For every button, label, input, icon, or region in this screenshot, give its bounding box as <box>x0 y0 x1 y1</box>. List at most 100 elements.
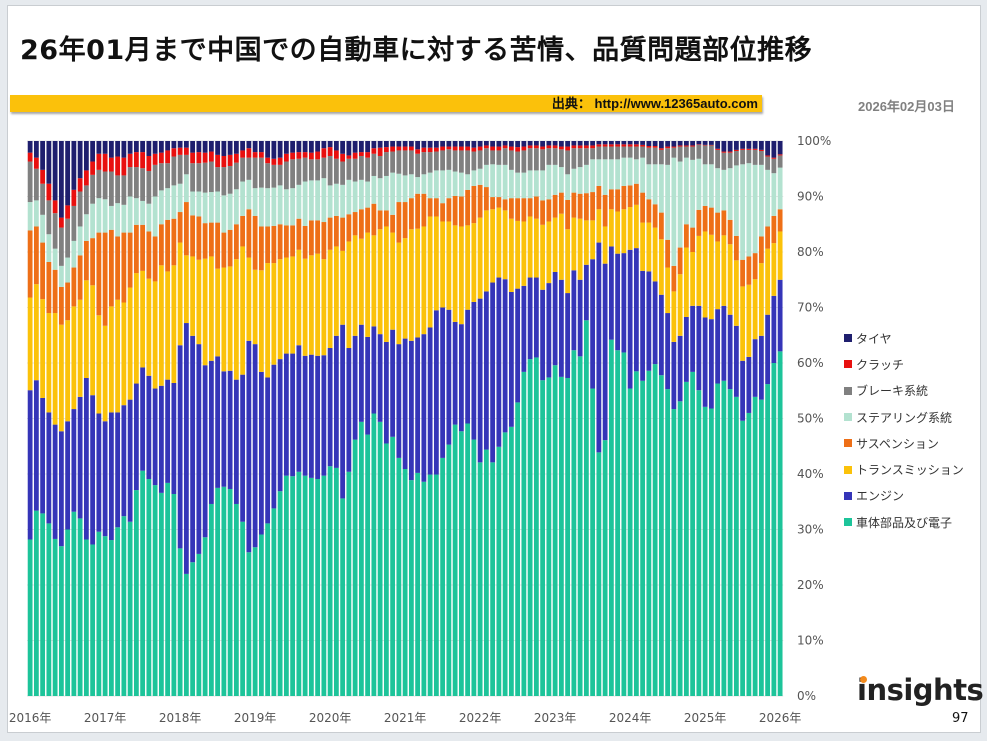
bar-segment <box>140 168 146 201</box>
bar-segment <box>421 481 427 696</box>
bar-segment <box>346 471 352 696</box>
bar-segment <box>521 141 527 147</box>
bar-segment <box>427 147 433 153</box>
bar-segment <box>727 219 733 245</box>
bar-segment <box>546 221 552 284</box>
bar-segment <box>471 147 477 152</box>
bar-segment <box>133 273 139 384</box>
bar-segment <box>408 141 414 147</box>
bar-segment <box>765 156 771 170</box>
bar-segment <box>321 157 327 179</box>
bar-segment <box>65 257 71 283</box>
bar-segment <box>252 215 258 270</box>
bar-segment <box>240 215 246 247</box>
bar-segment <box>421 147 427 153</box>
bar-segment <box>358 141 364 153</box>
bar-segment <box>340 324 346 499</box>
bar-segment <box>427 474 433 696</box>
bar-segment <box>465 150 471 175</box>
bar-segment <box>265 163 271 189</box>
bar-segment <box>190 562 196 696</box>
bar-segment <box>515 172 521 199</box>
bar-segment <box>327 147 333 156</box>
bar-segment <box>190 215 196 257</box>
bar-segment <box>365 152 371 158</box>
bar-segment <box>321 141 327 149</box>
bar-segment <box>240 246 246 375</box>
bar-segment <box>427 327 433 475</box>
bar-segment <box>33 510 39 696</box>
bar-segment <box>515 147 521 152</box>
bar-segment <box>502 199 508 211</box>
bar-segment <box>133 141 139 153</box>
bar-segment <box>327 249 333 349</box>
bar-segment <box>65 141 71 206</box>
bar-segment <box>352 181 358 213</box>
bar-segment <box>171 148 177 157</box>
bar-segment <box>552 141 558 146</box>
bar-segment <box>58 217 64 228</box>
bar-segment <box>265 226 271 264</box>
bar-segment <box>490 164 496 198</box>
bar-segment <box>602 226 608 264</box>
bar-segment <box>615 350 621 696</box>
bar-segment <box>490 209 496 283</box>
bar-segment <box>502 145 508 149</box>
bar-segment <box>371 141 377 149</box>
bar-segment <box>158 265 164 386</box>
y-tick-label: 10% <box>797 634 824 648</box>
bar-segment <box>508 218 514 292</box>
bar-segment <box>702 164 708 206</box>
bar-segment <box>352 158 358 182</box>
bar-segment <box>640 222 646 271</box>
bar-segment <box>115 141 121 157</box>
bar-segment <box>277 491 283 696</box>
bar-segment <box>477 168 483 185</box>
bar-segment <box>102 141 108 154</box>
bar-segment <box>40 299 46 398</box>
bar-segment <box>640 270 646 381</box>
bar-segment <box>458 226 464 325</box>
bar-segment <box>596 452 602 696</box>
bar-segment <box>227 370 233 489</box>
bar-segment <box>602 263 608 441</box>
bar-segment <box>565 293 571 378</box>
bar-segment <box>133 198 139 225</box>
bar-segment <box>127 232 133 288</box>
bar-segment <box>583 264 589 321</box>
bar-segment <box>458 141 464 147</box>
bar-segment <box>721 152 727 170</box>
bar-segment <box>202 192 208 224</box>
bar-segment <box>333 150 339 159</box>
bar-segment <box>265 377 271 524</box>
bar-segment <box>221 195 227 233</box>
bar-segment <box>302 152 308 158</box>
bar-segment <box>108 205 114 230</box>
bar-segment <box>352 439 358 696</box>
bar-segment <box>633 371 639 696</box>
source-link[interactable]: 出典： http://www.12365auto.com <box>551 96 758 111</box>
bar-segment <box>27 152 33 162</box>
bar-segment <box>458 146 464 151</box>
bar-segment <box>596 159 602 186</box>
bar-segment <box>752 396 758 696</box>
bar-segment <box>652 141 658 146</box>
bar-segment <box>190 163 196 192</box>
bar-segment <box>83 170 89 186</box>
bar-segment <box>733 235 739 261</box>
bar-segment <box>258 141 264 153</box>
bar-segment <box>627 249 633 389</box>
bar-segment <box>433 141 439 148</box>
bar-segment <box>558 279 564 377</box>
bar-segment <box>90 161 96 175</box>
bar-segment <box>27 161 33 203</box>
bar-segment <box>708 164 714 208</box>
bar-segment <box>427 152 433 173</box>
bar-segment <box>90 174 96 204</box>
bar-segment <box>508 198 514 219</box>
bar-segment <box>727 151 733 153</box>
bar-segment <box>477 217 483 299</box>
bar-segment <box>583 148 589 165</box>
x-tick-label: 2026年 <box>759 711 802 725</box>
bar-segment <box>752 148 758 150</box>
